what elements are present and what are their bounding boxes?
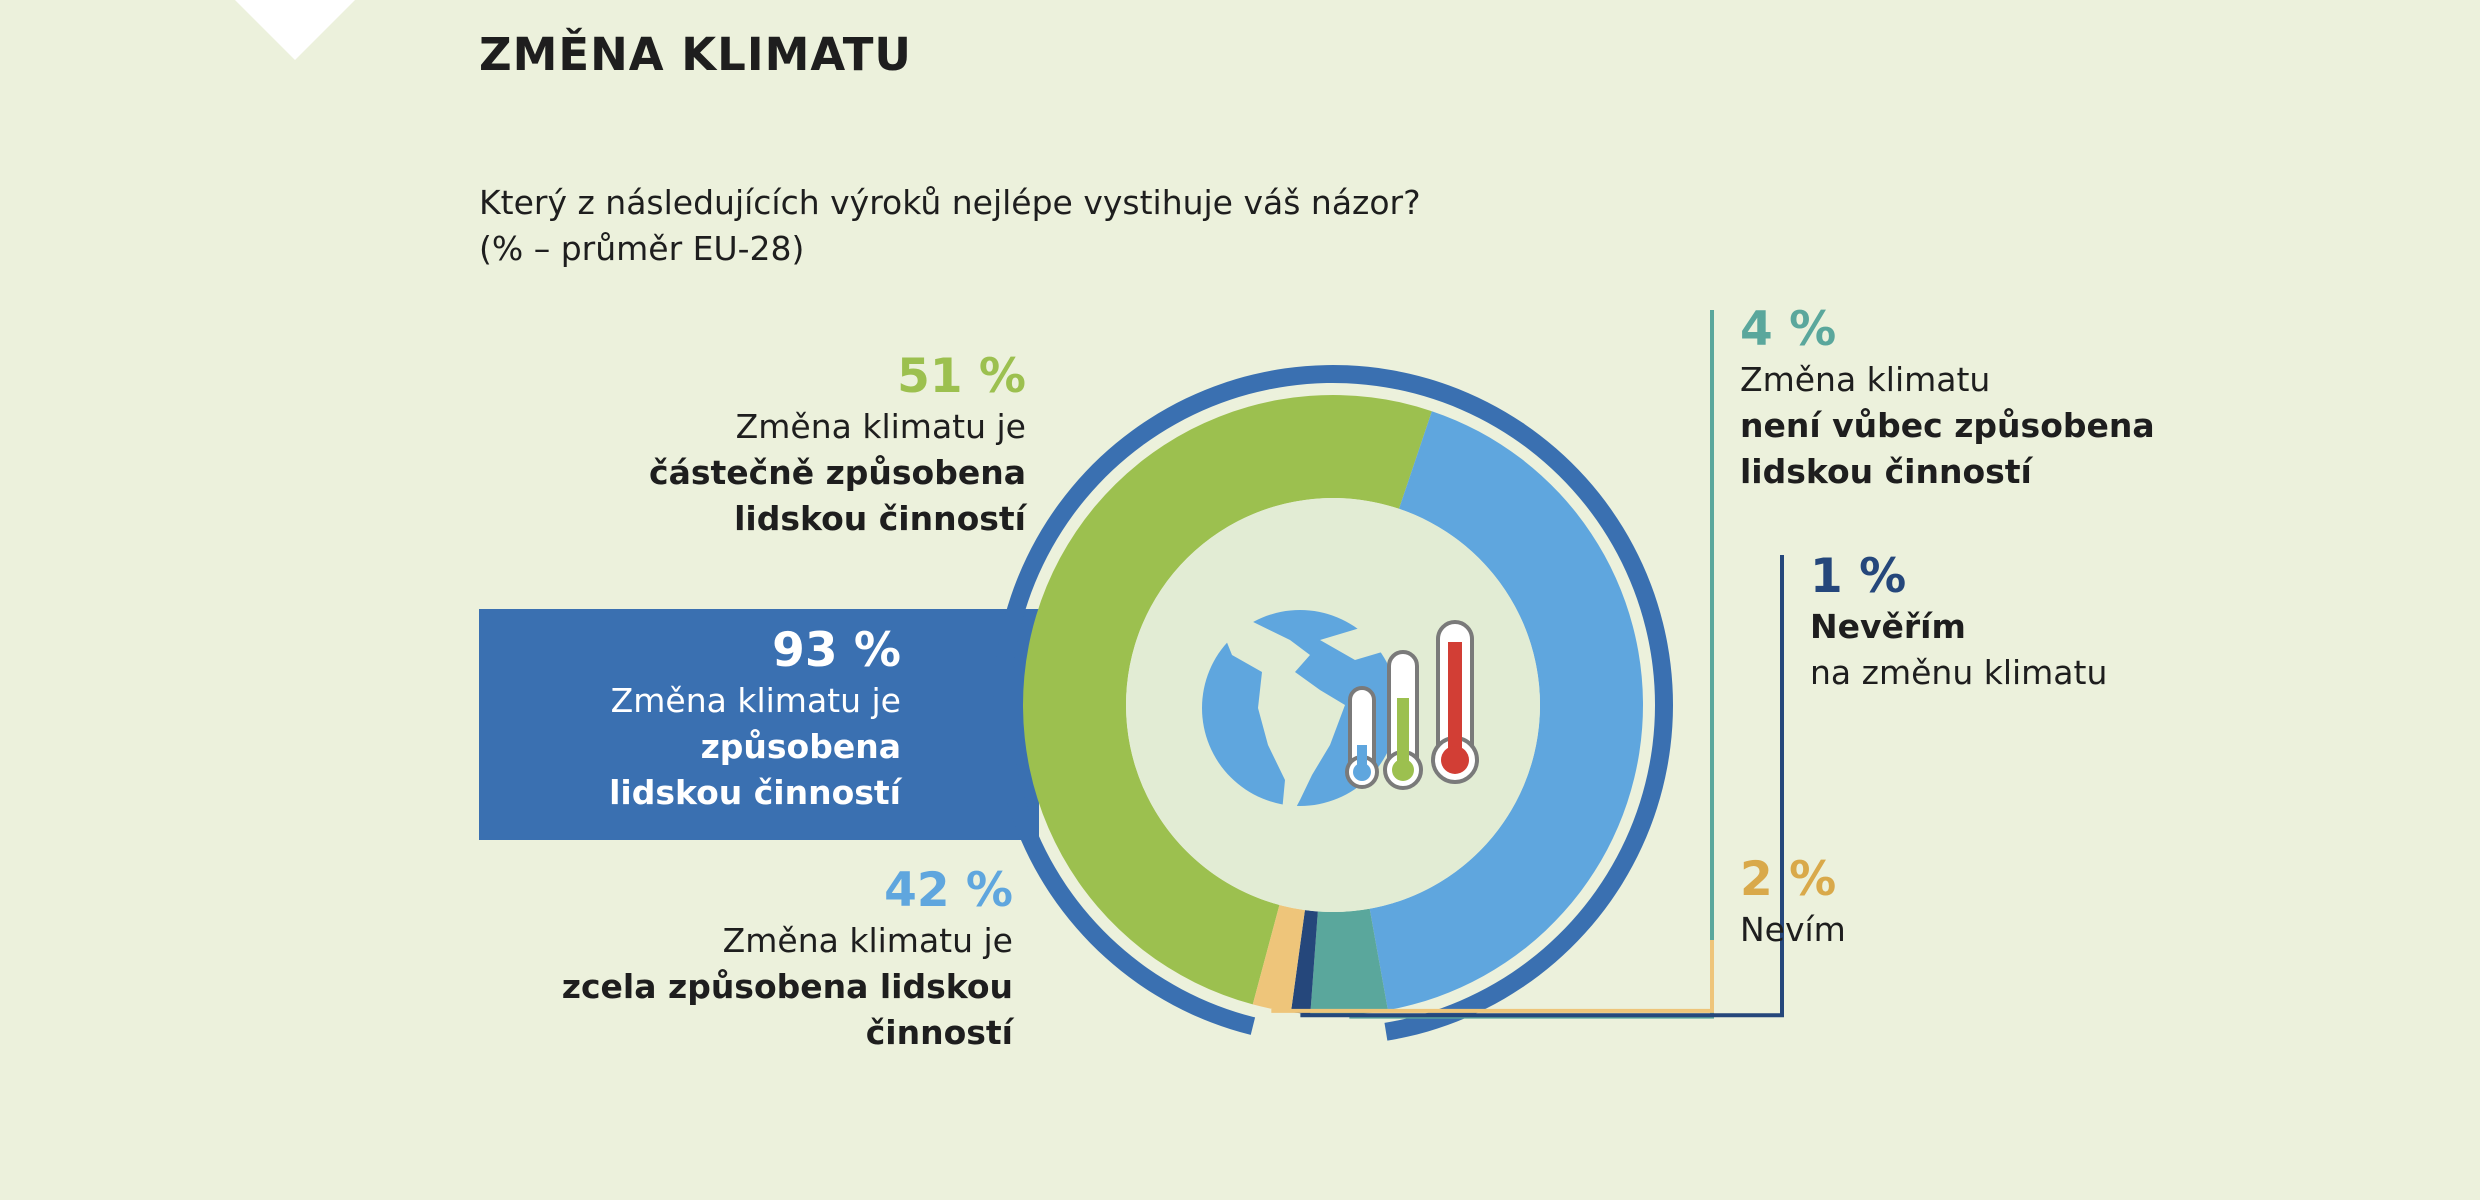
label-not-at-all: 4 % Změna klimatu není vůbec způsobena l… [1740,303,2155,495]
value-dont-believe: 1 % [1810,549,1907,604]
value-partly: 51 % [897,349,1026,404]
text-partly-line3: lidskou činností [734,499,1026,538]
text-fully-line1: Změna klimatu je [722,921,1013,960]
value-dont-know: 2 % [1740,852,1837,907]
text-total-line2: způsobena [700,727,901,766]
total-highlight-box [479,609,1039,840]
text-partly-line1: Změna klimatu je [735,407,1026,446]
donut-slices [1022,394,1643,1015]
question-note: (% – průměr EU-28) [479,229,805,268]
text-dont-believe-line2: na změnu klimatu [1810,653,2108,692]
text-dont-know-line1: Nevím [1740,910,1846,949]
question-text: Který z následujících výroků nejlépe vys… [479,183,1421,222]
value-fully: 42 % [884,863,1013,918]
slice-fully [1369,411,1643,1011]
survey-question: Který z následujících výroků nejlépe vys… [479,180,1421,272]
leader-line-dont-believe [1300,555,1784,1018]
slice-dont-believe [1290,910,1318,1015]
leader-line-dont-know [1271,940,1714,1013]
label-fully: 42 % Změna klimatu je zcela způsobena li… [440,864,1013,1056]
label-dont-know: 2 % Nevím [1740,853,1846,953]
page-title: ZMĚNA KLIMATU [479,28,912,81]
text-dont-believe-line1: Nevěřím [1810,607,1966,646]
text-not-line3: lidskou činností [1740,452,2032,491]
label-total: 93 % Změna klimatu je způsobena lidskou … [479,624,901,816]
thermometer-icon [1345,620,1479,790]
text-not-line1: Změna klimatu [1740,360,1991,399]
value-total: 93 % [772,623,901,678]
text-total-line1: Změna klimatu je [610,681,901,720]
slice-partly [1022,394,1432,1005]
value-not-at-all: 4 % [1740,302,1837,357]
slice-dont-know [1252,904,1305,1013]
slice-not-at-all [1310,908,1388,1015]
label-dont-believe: 1 % Nevěřím na změnu klimatu [1810,550,2107,696]
text-fully-line2: zcela způsobena lidskou činností [561,967,1013,1052]
text-partly-line2: částečně způsobena [649,453,1026,492]
corner-tab-decoration [235,0,355,60]
text-not-line2: není vůbec způsobena [1740,406,2155,445]
label-partly: 51 % Změna klimatu je částečně způsobena… [600,350,1026,542]
text-total-line3: lidskou činností [609,773,901,812]
leader-lines [1271,310,1784,1019]
